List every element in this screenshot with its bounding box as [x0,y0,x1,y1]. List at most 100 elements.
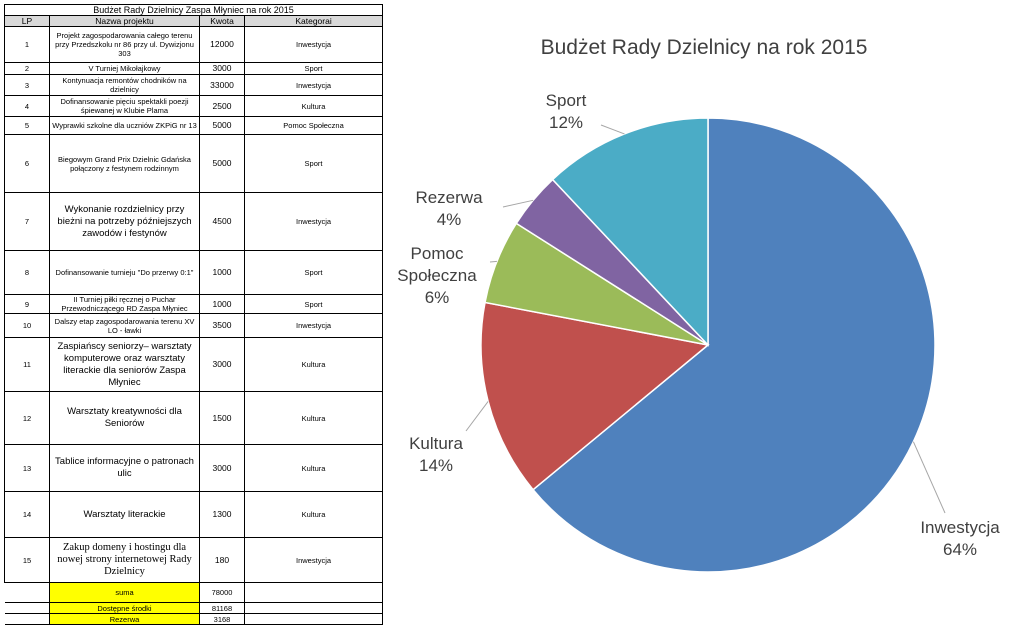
table-row: 6 Biegowym Grand Prix Dzielnic Gdańska po… [4,134,384,193]
pie-slices [480,117,936,573]
row-project-name: Zakup domeny i hostingu dla nowej strony… [49,537,200,583]
row-project-name: Dofinansowanie pięciu spektakli poezji ś… [49,95,200,117]
row-project-name: Zaspiańscy seniorzy– warsztaty komputero… [49,337,200,392]
summary-value: 78000 [199,582,245,603]
header-category: Kategorai [243,15,384,27]
chart-panel: Budżet Rady Dzielnicy na rok 2015 Inwest… [382,0,1024,610]
chart-title: Budżet Rady Dzielnicy na rok 2015 [541,36,868,59]
row-project-name: Biegowym Grand Prix Dzielnic Gdańska poł… [49,134,200,193]
table-row: 7 Wykonanie rozdzielnicy przy bieżni na p… [4,192,384,251]
row-project-name: Dofinansowanie turnieju "Do przerwy 0:1" [49,250,200,295]
row-amount: 5000 [199,116,245,135]
pie-label: Kultura 14% [409,434,463,475]
row-project-name: Kontynuacja remontów chodników na dzieln… [49,74,200,96]
summary-blank-cell [4,602,50,614]
row-lp: 15 [4,537,50,583]
summary-empty-cell [243,602,384,614]
leader-line [489,260,497,263]
table-row: 1 Projekt zagospodarowania całego terenu … [4,26,384,63]
row-category: Inwestycja [243,74,384,96]
row-project-name: Dalszy etap zagospodarowania terenu XV L… [49,313,200,338]
row-category: Kultura [243,337,384,392]
row-amount: 1000 [199,294,245,314]
table-title-row: Budżet Rady Dzielnicy Zaspa Młyniec na r… [3,4,384,16]
row-category: Kultura [243,491,384,538]
header-lp: LP [4,15,50,27]
table-row: 11 Zaspiańscy seniorzy– warsztaty kompute… [4,337,384,392]
row-amount: 1300 [199,491,245,538]
row-amount: 3000 [199,337,245,392]
leader-line [502,199,534,208]
row-project-name: Tablice informacyjne o patronach ulic [49,444,200,492]
row-lp: 7 [4,192,50,251]
leader-lines [465,124,946,514]
table-row: 15 Zakup domeny i hostingu dla nowej stro… [4,537,384,583]
summary-empty-cell [243,613,384,625]
row-category: Sport [243,134,384,193]
pie-label: Rezerwa 4% [415,188,483,229]
summary-value: 81168 [199,602,245,614]
row-project-name: Warsztaty literackie [49,491,200,538]
budget-table-panel: Budżet Rady Dzielnicy Zaspa Młyniec na r… [3,4,384,625]
leader-line [465,401,489,432]
row-category: Sport [243,250,384,295]
row-lp: 13 [4,444,50,492]
row-amount: 1000 [199,250,245,295]
row-amount: 3500 [199,313,245,338]
pie-label: Sport 12% [546,91,587,132]
pie-labels: Inwestycja 64% Kultura 14% Pomoc Społeczna 6% R… [397,91,1000,559]
summary-row: suma 78000 [4,582,384,603]
table-header-row: LP Nazwa projektu Kwota Kategorai [4,15,384,27]
header-project-name: Nazwa projektu [49,15,200,27]
row-lp: 8 [4,250,50,295]
summary-label: Rezerwa [49,613,200,625]
table-row: 9 II Turniej piłki ręcznej o Puchar Przew… [4,294,384,314]
row-category: Inwestycja [243,537,384,583]
pie-slice-sport [551,117,709,347]
table-row: 13 Tablice informacyjne o patronach ulic 3… [4,444,384,492]
pie-label: Pomoc Społeczna 6% [397,244,477,307]
summary-row: Dostępne środki 81168 [4,602,384,614]
row-amount: 2500 [199,95,245,117]
table-row: 3 Kontynuacja remontów chodników na dziel… [4,74,384,96]
leader-line [912,441,946,514]
row-amount: 3000 [199,62,245,75]
row-project-name: V Turniej Mikołajkowy [49,62,200,75]
row-category: Kultura [243,391,384,445]
row-lp: 12 [4,391,50,445]
row-category: Kultura [243,95,384,117]
summary-label: Dostępne środki [49,602,200,614]
header-amount: Kwota [199,15,245,27]
row-lp: 3 [4,74,50,96]
pie-chart: Budżet Rady Dzielnicy na rok 2015 Inwest… [397,36,1000,573]
budget-table-body: Budżet Rady Dzielnicy Zaspa Młyniec na r… [3,4,384,625]
row-category: Inwestycja [243,313,384,338]
row-category: Inwestycja [243,192,384,251]
pie-slice-inwestycja [532,117,936,573]
table-row: 12 Warsztaty kreatywności dla Seniorów 150… [4,391,384,445]
row-project-name: Warsztaty kreatywności dla Seniorów [49,391,200,445]
row-lp: 9 [4,294,50,314]
row-category: Sport [243,294,384,314]
row-amount: 3000 [199,444,245,492]
budget-table: Budżet Rady Dzielnicy Zaspa Młyniec na r… [3,4,384,625]
row-category: Kultura [243,444,384,492]
row-lp: 5 [4,116,50,135]
table-title: Budżet Rady Dzielnicy Zaspa Młyniec na r… [3,4,384,16]
row-amount: 1500 [199,391,245,445]
table-row: 10 Dalszy etap zagospodarowania terenu XV… [4,313,384,338]
row-amount: 5000 [199,134,245,193]
row-category: Pomoc Społeczna [243,116,384,135]
summary-value: 3168 [199,613,245,625]
row-category: Inwestycja [243,26,384,63]
row-lp: 2 [4,62,50,75]
summary-label: suma [49,582,200,603]
row-category: Sport [243,62,384,75]
row-project-name: Projekt zagospodarowania całego terenu p… [49,26,200,63]
pie-slice-kultura [480,301,710,491]
summary-row: Rezerwa 3168 [4,613,384,625]
row-amount: 33000 [199,74,245,96]
leader-line [600,124,625,135]
pie-label: Inwestycja 64% [920,518,1000,559]
